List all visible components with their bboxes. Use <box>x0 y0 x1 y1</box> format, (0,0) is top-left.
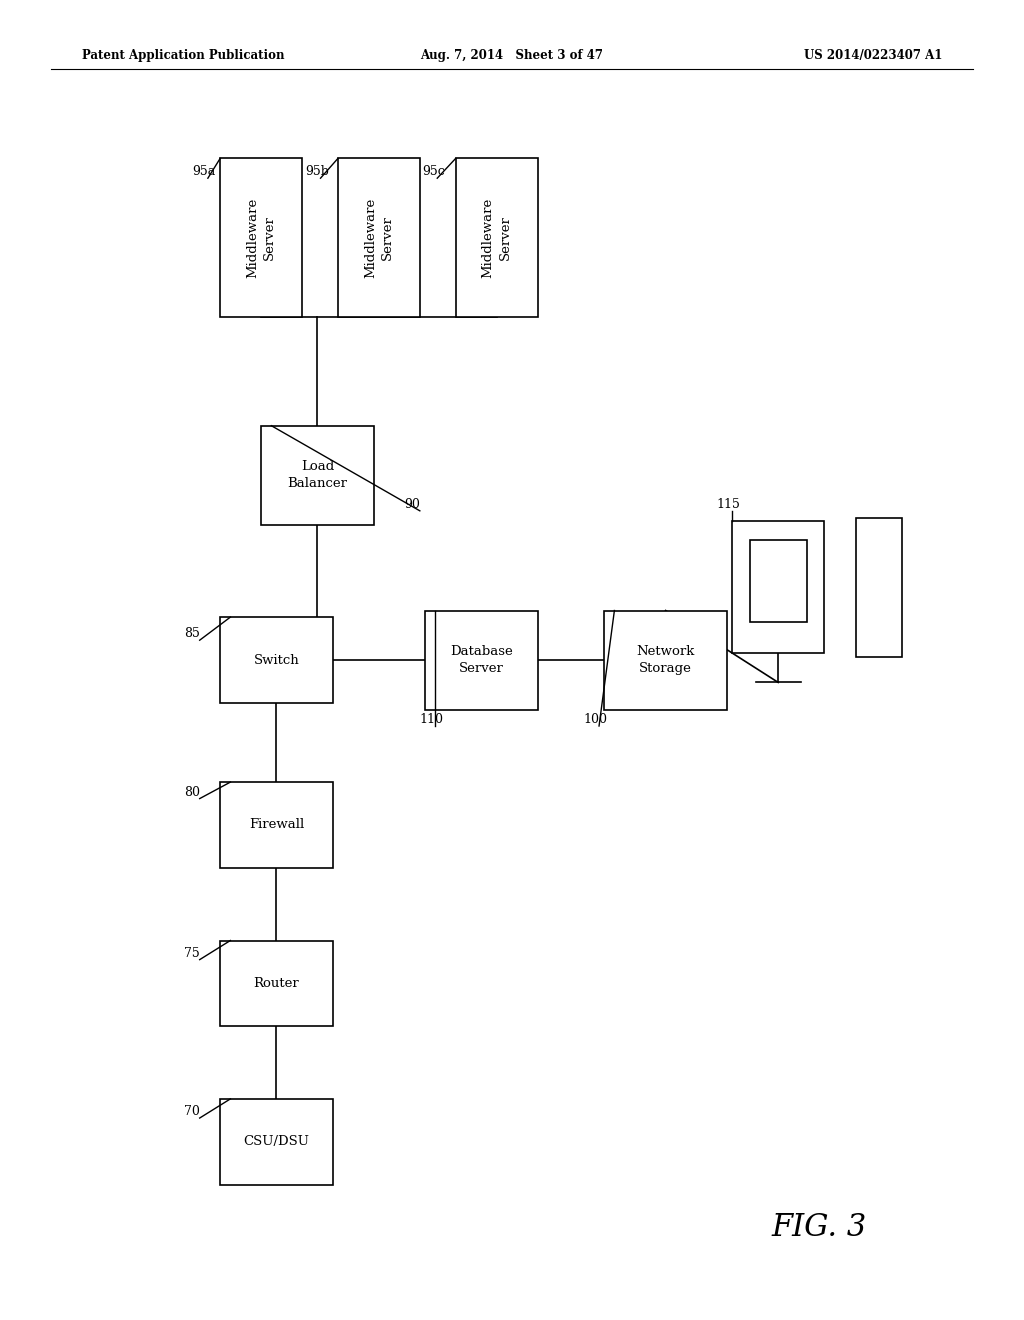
Text: 100: 100 <box>584 713 607 726</box>
Text: Load
Balancer: Load Balancer <box>288 461 347 490</box>
Text: 85: 85 <box>184 627 201 640</box>
Text: 95b: 95b <box>305 165 329 178</box>
Text: Middleware
Server: Middleware Server <box>246 198 276 277</box>
Text: Router: Router <box>254 977 299 990</box>
Text: 75: 75 <box>184 946 200 960</box>
Text: 110: 110 <box>420 713 443 726</box>
Text: 70: 70 <box>184 1105 201 1118</box>
Text: 115: 115 <box>717 498 740 511</box>
Bar <box>456 158 538 317</box>
Text: Network
Storage: Network Storage <box>636 645 695 675</box>
Bar <box>220 940 333 1027</box>
Text: FIG. 3: FIG. 3 <box>771 1212 867 1243</box>
Text: Aug. 7, 2014   Sheet 3 of 47: Aug. 7, 2014 Sheet 3 of 47 <box>421 49 603 62</box>
Text: 80: 80 <box>184 785 201 799</box>
Text: 90: 90 <box>404 498 421 511</box>
Text: Database
Server: Database Server <box>450 645 513 675</box>
Text: 95a: 95a <box>193 165 216 178</box>
Text: Middleware
Server: Middleware Server <box>364 198 394 277</box>
Bar <box>856 517 902 656</box>
Bar <box>220 1098 333 1185</box>
Text: US 2014/0223407 A1: US 2014/0223407 A1 <box>804 49 942 62</box>
Bar <box>425 610 538 710</box>
Bar <box>220 781 333 869</box>
Text: CSU/DSU: CSU/DSU <box>244 1135 309 1148</box>
Bar <box>220 618 333 702</box>
Text: Patent Application Publication: Patent Application Publication <box>82 49 285 62</box>
Bar <box>220 158 302 317</box>
Text: Switch: Switch <box>254 653 299 667</box>
Text: 95c: 95c <box>422 165 444 178</box>
Bar <box>750 540 807 622</box>
Bar <box>261 425 374 524</box>
Bar <box>338 158 420 317</box>
Bar <box>604 610 727 710</box>
Bar <box>732 521 824 653</box>
Text: Middleware
Server: Middleware Server <box>481 198 512 277</box>
Text: Firewall: Firewall <box>249 818 304 832</box>
